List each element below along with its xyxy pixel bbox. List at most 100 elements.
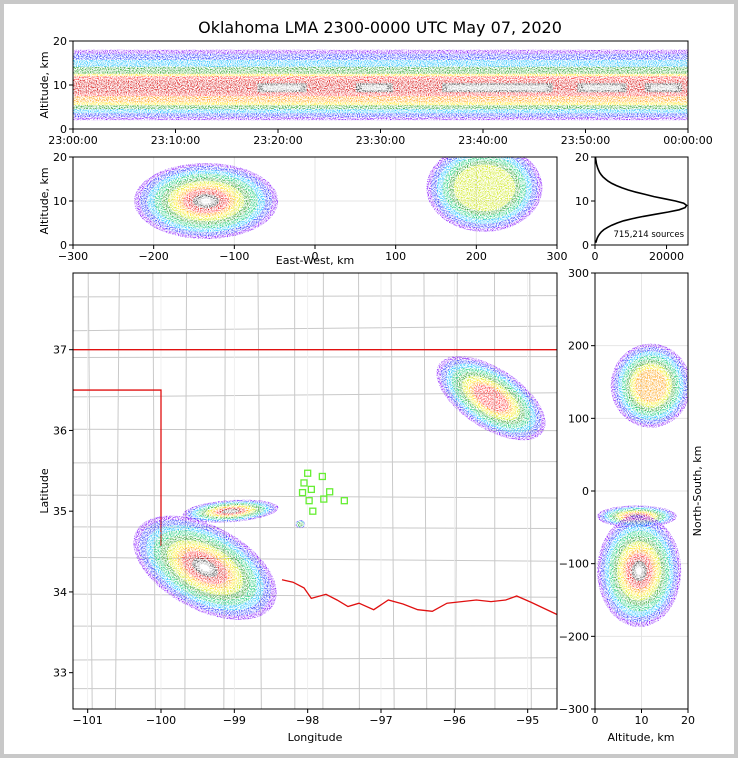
plan-view-frame <box>72 272 558 710</box>
east-west-density <box>134 157 543 239</box>
north-south-ytick-label-3: 0 <box>582 485 589 498</box>
east-west-storm-west-layer-12 <box>201 198 212 204</box>
county-line-v-4 <box>223 273 226 709</box>
north-south-ytick-label-6: 300 <box>568 267 589 280</box>
altitude-histogram-xtick-label-1: 20000 <box>649 250 684 263</box>
east-west-xtick-label-0: −300 <box>58 250 88 263</box>
county-line-h-1 <box>73 325 557 332</box>
county-line-h-9 <box>73 593 557 598</box>
north-south-xlabel: Altitude, km <box>607 731 674 744</box>
north-south-panel: 0 10 20 −300 −200 −100 0 100 200 300 Altitude, km… <box>559 267 704 744</box>
plan-view-ytick-label-4: 37 <box>53 344 67 357</box>
time-height-ytick-label-0: 0 <box>60 123 67 136</box>
plan-view-xtick-label-3: −98 <box>296 714 319 727</box>
lma-station-3 <box>307 485 315 494</box>
time-height-xtick-label-2: 23:20:00 <box>253 134 302 147</box>
county-line-v-10 <box>423 273 428 709</box>
time-height-xtick-label-4: 23:40:00 <box>458 134 507 147</box>
altitude-histogram-ytick-label-1: 10 <box>575 195 589 208</box>
oklahoma-state-border <box>73 349 557 546</box>
time-height-xtick-label-0: 23:00:00 <box>48 134 97 147</box>
county-line-v-0 <box>87 273 93 709</box>
county-line-v-8 <box>358 273 360 709</box>
time-height-xtick-label-6: 00:00:00 <box>663 134 712 147</box>
lma-station-2 <box>300 479 308 487</box>
time-height-xtick-label-3: 23:30:00 <box>356 134 405 147</box>
figure-svg: Oklahoma LMA 2300-0000 UTC May 07, 2020 … <box>38 18 713 744</box>
time-height-core-light-3 <box>583 85 621 91</box>
lma-station-4 <box>298 488 307 497</box>
county-line-h-6 <box>73 494 557 499</box>
time-height-ylabel: Altitude, km <box>38 51 51 118</box>
time-height-core-light-2 <box>448 85 547 91</box>
plan-view-xtick-label-5: −96 <box>443 714 466 727</box>
north-south-storm-north-layer-7 <box>635 369 667 403</box>
county-line-v-11 <box>454 273 458 709</box>
plan-view-xtick-label-4: −97 <box>369 714 392 727</box>
source-count-annotation: 715,214 sources <box>613 230 684 240</box>
plan-view-xtick-label-6: −95 <box>516 714 539 727</box>
north-south-ytick-label-1: −200 <box>559 630 589 643</box>
altitude-histogram-ticks: 0 20000 0 10 20 <box>575 151 684 263</box>
east-west-storm-east <box>426 157 543 232</box>
county-line-h-5 <box>73 461 557 464</box>
north-south-ytick-label-5: 200 <box>568 340 589 353</box>
east-west-xtick-label-6: 300 <box>547 250 568 263</box>
time-height-core-light-0 <box>263 85 301 91</box>
red-river-border <box>281 579 557 616</box>
north-south-ticks: 0 10 20 −300 −200 −100 0 100 200 300 <box>559 267 695 727</box>
north-south-ylabel: North-South, km <box>691 446 704 537</box>
east-west-ytick-label-2: 20 <box>53 151 67 164</box>
plan-view-xlabel: Longitude <box>288 731 343 744</box>
plan-view-ticks: −101 −100 −99 −98 −97 −96 −95 33 34 35 36 37 <box>53 344 539 727</box>
county-line-v-9 <box>390 273 395 709</box>
county-line-h-11 <box>73 657 557 661</box>
altitude-histogram-ytick-label-2: 20 <box>575 151 589 164</box>
east-west-ytick-label-1: 10 <box>53 195 67 208</box>
time-height-panel: 23:00:00 23:10:00 23:20:00 23:30:00 23:40:00… <box>38 35 713 147</box>
east-west-xlabel: East-West, km <box>276 254 354 267</box>
plan-view-xtick-label-0: −101 <box>73 714 103 727</box>
county-line-v-1 <box>114 273 120 709</box>
north-south-xtick-label-0: 0 <box>592 714 599 727</box>
county-line-v-2 <box>152 273 156 709</box>
plan-view-storm-cell <box>295 520 306 529</box>
east-west-xtick-label-3: 0 <box>312 250 319 263</box>
plan-view-ytick-label-1: 34 <box>53 586 67 599</box>
lma-station-5 <box>326 488 334 496</box>
plan-view-density <box>133 356 546 620</box>
plan-view-storm-northeast-layer-8 <box>473 384 509 412</box>
plan-view-storm-southwest <box>133 515 277 620</box>
plan-view-ylabel: Latitude <box>38 468 51 514</box>
time-height-ytick-label-1: 10 <box>53 79 67 92</box>
time-height-band <box>73 49 688 121</box>
north-south-xtick-label-2: 20 <box>681 714 695 727</box>
east-west-xtick-label-4: 100 <box>385 250 406 263</box>
lma-station-9 <box>309 507 317 515</box>
altitude-histogram-panel: 0 20000 0 10 20 715,214 sources <box>575 151 689 263</box>
county-line-v-3 <box>184 273 188 709</box>
plan-view-storm-southwest-layer-12 <box>199 564 211 572</box>
north-south-storm-north <box>610 343 688 428</box>
lma-station-7 <box>305 497 313 505</box>
lma-station-1 <box>318 472 326 481</box>
time-height-ytick-label-2: 20 <box>53 35 67 48</box>
lma-station-0 <box>304 469 312 477</box>
time-height-xtick-label-1: 23:10:00 <box>151 134 200 147</box>
north-south-density <box>596 343 688 627</box>
east-west-panel: −300 −200 −100 0 100 200 300 0 10 20 East-West, k… <box>38 151 568 267</box>
plan-view-panel: −101 −100 −99 −98 −97 −96 −95 33 34 35 36 37 Longit… <box>38 272 558 744</box>
county-line-v-5 <box>257 273 262 709</box>
north-south-storm-south-layer-12 <box>636 567 643 575</box>
county-line-h-0 <box>73 295 557 298</box>
north-south-ytick-label-0: −300 <box>559 703 589 716</box>
time-height-core-light-1 <box>361 85 387 91</box>
north-south-xtick-label-1: 10 <box>635 714 649 727</box>
east-west-xtick-label-1: −200 <box>139 250 169 263</box>
plan-view-ytick-label-3: 36 <box>53 424 67 437</box>
time-height-xtick-label-5: 23:50:00 <box>561 134 610 147</box>
east-west-storm-east-layer-5 <box>453 164 516 212</box>
altitude-histogram-line <box>595 157 688 244</box>
plan-view-ytick-label-0: 33 <box>53 667 67 680</box>
plan-view-ytick-label-2: 35 <box>53 505 67 518</box>
